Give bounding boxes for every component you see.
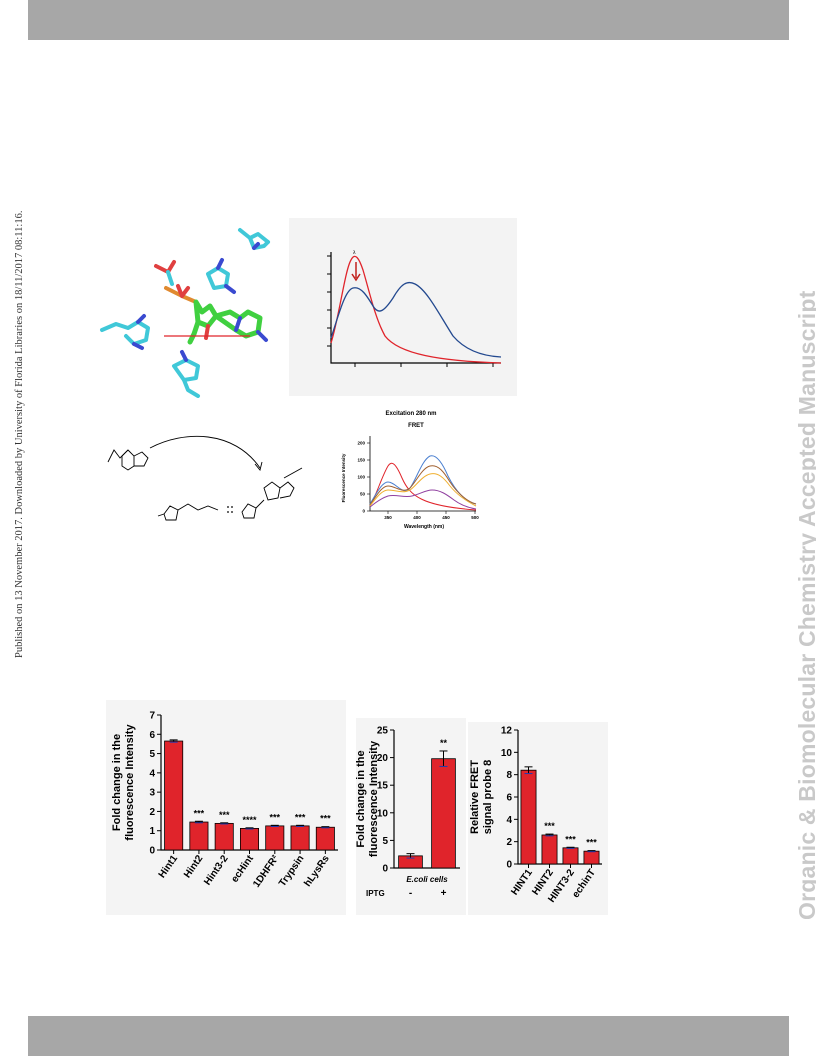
significance-mark: *** <box>565 834 576 844</box>
header-band <box>28 0 789 40</box>
chart-background <box>468 722 608 915</box>
fret-spectra-panel: Excitation 280 nm FRET Fluorescence Inte… <box>341 411 479 530</box>
significance-mark: *** <box>219 810 230 820</box>
y-tick-label: 3 <box>149 788 155 799</box>
bar <box>214 822 234 851</box>
bar <box>562 847 579 865</box>
fret-ytick-label: 0 <box>362 509 365 514</box>
y-tick-label: 6 <box>149 730 155 741</box>
emission-spectra-panel: λ <box>289 218 517 396</box>
y-tick-label: 1 <box>149 826 155 837</box>
fret-panel-subtitle: FRET <box>408 423 424 429</box>
fret-scheme <box>107 435 303 521</box>
y-tick-label: 4 <box>506 815 512 826</box>
fret-xtick-label: 400 <box>413 515 421 520</box>
bar <box>541 834 558 865</box>
chart-background <box>106 700 346 915</box>
y-tick-label: 5 <box>149 749 155 760</box>
y-axis-label-line: Fold change in the <box>356 750 367 847</box>
y-axis-label-line: fluorescence Intensity <box>368 740 380 857</box>
y-tick-label: 4 <box>149 768 155 779</box>
y-tick-label: 10 <box>377 808 389 819</box>
significance-mark: *** <box>270 812 281 822</box>
category-title: E.coli cells <box>406 875 448 884</box>
journal-watermark-text: Organic & Biomolecular Chemistry Accepte… <box>794 290 816 920</box>
bar <box>520 769 537 865</box>
fret-xtick-label: 350 <box>384 515 392 520</box>
fret-panel-xlabel: Wavelength (nm) <box>404 524 444 530</box>
fret-ytick-label: 50 <box>360 492 366 497</box>
fret-ytick-label: 150 <box>357 458 365 463</box>
y-axis-label-line: signal probe 8 <box>482 760 494 835</box>
excitation-marker: λ <box>353 250 356 256</box>
bar-chart-ecoli-panel: Fold change in the fluorescence Intensity… <box>356 718 466 915</box>
y-tick-label: 10 <box>501 748 513 759</box>
y-tick-label: 7 <box>149 711 155 722</box>
y-tick-label: 0 <box>506 860 512 871</box>
bar <box>583 850 600 865</box>
bar <box>164 740 184 851</box>
y-tick-label: 20 <box>377 753 389 764</box>
y-tick-label: 2 <box>149 807 155 818</box>
bar <box>315 826 335 851</box>
significance-mark: ** <box>440 738 448 748</box>
y-tick-label: 6 <box>506 793 512 804</box>
y-tick-label: 12 <box>501 726 513 737</box>
y-tick-label: 5 <box>382 836 388 847</box>
significance-mark: *** <box>320 814 331 824</box>
row-label: IPTG <box>366 889 385 898</box>
crystal-structure-image <box>100 228 270 398</box>
y-tick-label: 8 <box>506 770 512 781</box>
bar <box>290 825 310 851</box>
fret-panel-title: Excitation 280 nm <box>385 411 436 417</box>
significance-mark: *** <box>194 808 205 818</box>
fret-ytick-label: 200 <box>357 441 365 446</box>
y-axis-label-line: Relative FRET <box>469 760 481 834</box>
bar <box>431 758 456 869</box>
publication-note-text: Published on 13 November 2017. Downloade… <box>14 210 25 658</box>
category-label: + <box>441 888 447 899</box>
y-tick-label: 2 <box>506 837 512 848</box>
category-label: - <box>409 888 412 899</box>
y-axis-label-line: fluorescence Intensity <box>124 724 136 841</box>
significance-mark: *** <box>544 821 555 831</box>
fret-xtick-label: 450 <box>442 515 450 520</box>
bar <box>239 827 260 851</box>
bar-chart-protein-panel: Fold change in the fluorescence Intensity… <box>106 700 346 915</box>
y-axis-label-line: Fold change in the <box>111 734 123 831</box>
y-tick-label: 25 <box>377 726 389 737</box>
bar-chart-relative-fret-panel: Relative FRET signal probe 8024681012HINT… <box>468 722 608 915</box>
significance-mark: *** <box>295 812 306 822</box>
y-tick-label: 0 <box>382 864 388 875</box>
bar <box>265 825 285 851</box>
fret-xtick-label: 500 <box>471 515 479 520</box>
y-tick-label: 0 <box>149 846 155 857</box>
fret-panel-ylabel: Fluorescence Intensity <box>341 453 346 502</box>
significance-mark: *** <box>586 838 597 848</box>
significance-mark: **** <box>242 815 257 825</box>
y-tick-label: 15 <box>377 781 389 792</box>
fret-ytick-label: 100 <box>357 475 365 480</box>
bar <box>189 821 209 851</box>
footer-band <box>28 1016 789 1056</box>
